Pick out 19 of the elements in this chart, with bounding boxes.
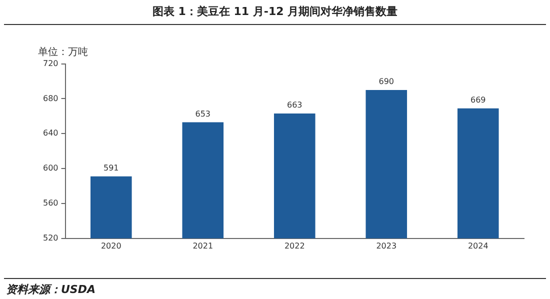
y-tick-label: 680 [42, 94, 58, 103]
data-label: 669 [470, 95, 486, 104]
y-tick-label: 640 [42, 128, 58, 138]
y-tick-label: 560 [42, 198, 58, 208]
x-tick-label: 2023 [376, 241, 397, 250]
x-tick-label: 2022 [284, 241, 305, 250]
data-label: 653 [195, 109, 211, 118]
chart-title: 图表 1：美豆在 11 月-12 月期间对华净销售数量 [151, 4, 399, 19]
y-tick-label: 600 [42, 164, 58, 173]
data-label: 690 [378, 77, 394, 86]
y-tick-label: 520 [42, 233, 58, 242]
data-label: 663 [286, 100, 302, 110]
y-tick-label: 720 [42, 58, 58, 68]
y-axis-title: 单位：万吨 [38, 46, 88, 59]
x-tick-label: 2021 [192, 241, 214, 250]
x-tick-label: 2020 [100, 241, 122, 250]
x-tick-label: 2024 [468, 241, 488, 250]
data-label: 591 [104, 163, 119, 172]
text: 资料来源：USDA [6, 282, 96, 297]
